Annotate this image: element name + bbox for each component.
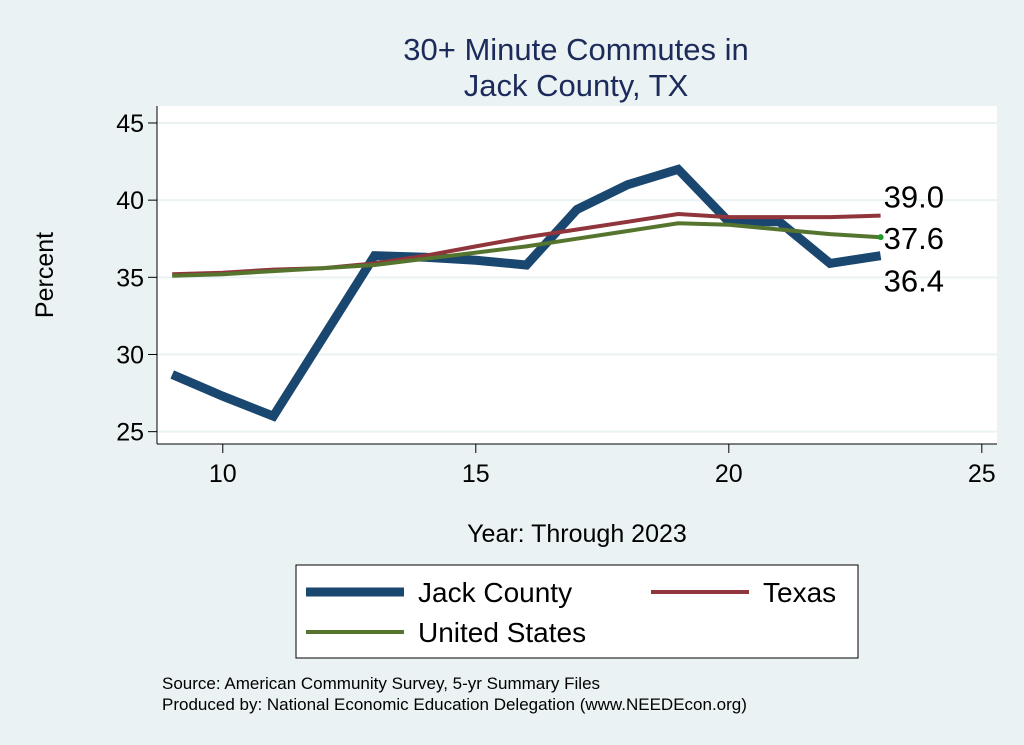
chart-title-line-2: Jack County, TX: [464, 68, 689, 103]
series-lines: [170, 164, 884, 422]
y-tick-label: 45: [116, 110, 144, 138]
end-point-marker: [877, 234, 884, 241]
series-line-united-states: [172, 221, 881, 278]
x-tick-label: 25: [968, 460, 996, 488]
end-label: 36.4: [884, 264, 944, 299]
legend-label: Jack County: [418, 577, 572, 608]
series-line-jack-county: [170, 164, 882, 422]
end-label: 37.6: [884, 221, 944, 256]
legend-label: United States: [418, 617, 586, 648]
x-axis-ticks: 10 15 20 25: [209, 444, 996, 488]
y-tick-label: 25: [116, 419, 144, 447]
y-tick-label: 30: [116, 341, 144, 369]
chart-title-line-1: 30+ Minute Commutes in: [403, 32, 748, 67]
x-tick-label: 10: [209, 460, 237, 488]
x-axis-label: Year: Through 2023: [467, 520, 687, 548]
y-axis-ticks: 25 30 35 40 45: [116, 110, 157, 447]
x-tick-label: 20: [715, 460, 743, 488]
y-tick-label: 40: [116, 187, 144, 215]
legend-label: Texas: [763, 577, 836, 608]
plot-area: [157, 106, 997, 444]
legend: Jack County Texas United States: [295, 564, 859, 659]
gridlines: [157, 121, 997, 433]
y-axis-label: Percent: [31, 232, 59, 318]
source-note: Source: American Community Survey, 5-yr …: [162, 674, 600, 693]
end-label: 39.0: [884, 180, 944, 215]
legend-box: [295, 564, 859, 659]
x-tick-label: 15: [462, 460, 490, 488]
end-value-labels: 39.0 37.6 36.4: [884, 180, 944, 299]
y-tick-label: 35: [116, 264, 144, 292]
producer-note: Produced by: National Economic Education…: [162, 695, 747, 714]
